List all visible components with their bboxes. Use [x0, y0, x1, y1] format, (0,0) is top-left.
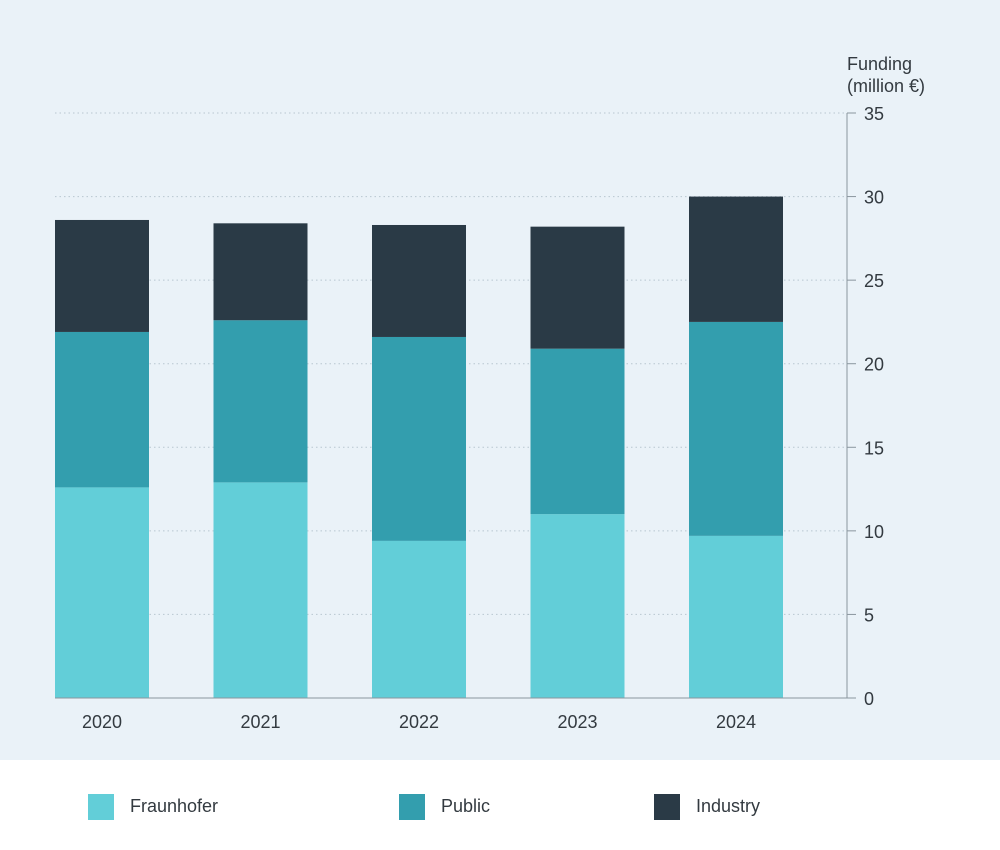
- legend: Fraunhofer Public Industry: [0, 760, 1000, 850]
- legend-label-industry: Industry: [696, 796, 761, 816]
- legend-swatch-fraunhofer: [88, 794, 114, 820]
- y-tick-label-10: 10: [864, 522, 884, 542]
- x-tick-label-2020: 2020: [82, 712, 122, 732]
- bar-public-2024: [689, 321, 783, 536]
- x-tick-label-2023: 2023: [557, 712, 597, 732]
- bar-public-2021: [213, 320, 308, 483]
- x-axis-labels: 2020 2021 2022 2023 2024: [82, 712, 756, 732]
- y-tick-label-25: 25: [864, 271, 884, 291]
- legend-swatch-public: [399, 794, 425, 820]
- x-tick-label-2024: 2024: [716, 712, 756, 732]
- legend-swatch-industry: [654, 794, 680, 820]
- x-tick-label-2022: 2022: [399, 712, 439, 732]
- y-axis-title-line-1: Funding: [847, 54, 913, 74]
- stacked-bar-chart: 0 5 10 15 20 25 30 35 2020 2021 2022 2023 2024: [55, 104, 884, 732]
- y-tick-label-30: 30: [864, 188, 884, 208]
- y-axis-title: Funding (million €): [847, 53, 925, 97]
- bar-fraunhofer-2024: [689, 535, 783, 698]
- bar-fraunhofer-2023: [530, 514, 625, 698]
- y-tick-label-0: 0: [864, 689, 874, 709]
- bar-fraunhofer-2020: [55, 487, 149, 698]
- bar-industry-2020: [55, 219, 149, 332]
- y-tick-label-15: 15: [864, 438, 884, 458]
- bar-public-2022: [372, 336, 466, 541]
- y-tick-label-35: 35: [864, 104, 884, 124]
- bar-public-2020: [55, 331, 149, 488]
- bar-fraunhofer-2022: [372, 540, 466, 698]
- bar-public-2023: [530, 348, 625, 515]
- y-axis: 0 5 10 15 20 25 30 35: [55, 104, 884, 709]
- x-tick-label-2021: 2021: [240, 712, 280, 732]
- legend-label-fraunhofer: Fraunhofer: [130, 796, 219, 816]
- bar-industry-2023: [530, 226, 625, 349]
- y-tick-label-20: 20: [864, 355, 884, 375]
- legend-label-public: Public: [441, 796, 491, 816]
- bar-industry-2024: [689, 196, 783, 322]
- bar-fraunhofer-2021: [213, 482, 308, 698]
- y-tick-label-5: 5: [864, 605, 874, 625]
- y-axis-title-line-2: (million €): [847, 76, 926, 96]
- bars: [55, 196, 783, 698]
- chart-panel: 0 5 10 15 20 25 30 35 2020 2021 2022 2023 2024 Fund…: [0, 0, 1000, 760]
- bar-industry-2022: [372, 224, 466, 337]
- bar-industry-2021: [213, 223, 308, 321]
